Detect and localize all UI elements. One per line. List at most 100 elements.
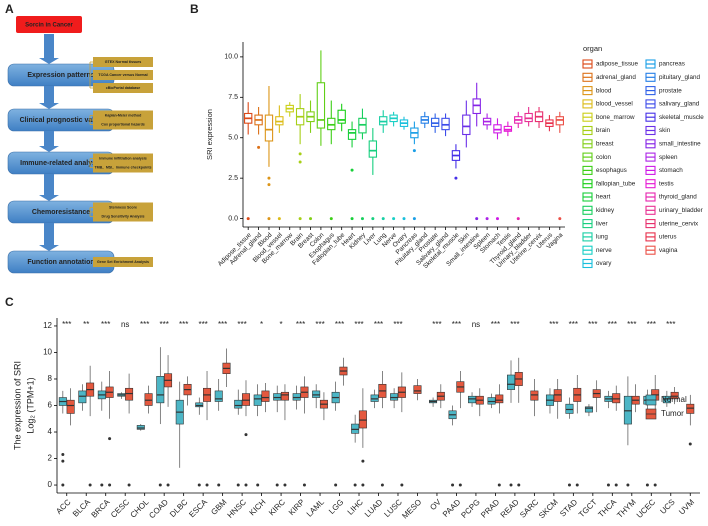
outlier bbox=[626, 483, 630, 487]
x-tick-label: LGG bbox=[327, 498, 345, 516]
x-tick-label: CESC bbox=[109, 497, 131, 519]
significance-label: *** bbox=[569, 320, 578, 329]
box bbox=[462, 114, 471, 136]
x-tick-label: MESO bbox=[400, 498, 423, 521]
y-tick-label: 5.0 bbox=[228, 135, 238, 142]
y-tick-label: 4 bbox=[48, 427, 53, 436]
box bbox=[370, 394, 379, 402]
y-axis-title: The expression of SRI bbox=[12, 361, 22, 450]
x-tick-label: THYM bbox=[615, 497, 638, 520]
x-tick-label: ESCA bbox=[187, 497, 209, 519]
significance-label: ns bbox=[121, 320, 129, 329]
box bbox=[136, 425, 145, 430]
box bbox=[413, 385, 422, 394]
outlier bbox=[267, 183, 271, 187]
outlier bbox=[567, 483, 571, 487]
significance-label: *** bbox=[647, 320, 656, 329]
legend-label: ovary bbox=[596, 260, 612, 267]
significance-label: *** bbox=[510, 320, 519, 329]
outlier bbox=[257, 145, 261, 149]
x-tick-label: STAD bbox=[558, 497, 579, 518]
outlier bbox=[516, 217, 520, 221]
box bbox=[273, 393, 282, 401]
outlier bbox=[402, 217, 406, 221]
outlier bbox=[267, 176, 271, 180]
box bbox=[234, 399, 243, 409]
legend-label: adipose_tissue bbox=[596, 61, 639, 68]
detail-label: Immune infiltration analysis bbox=[99, 156, 147, 160]
outlier bbox=[412, 217, 416, 221]
outlier bbox=[61, 483, 65, 487]
significance-label: *** bbox=[237, 320, 246, 329]
significance-label: ** bbox=[83, 320, 89, 329]
significance-label: *** bbox=[315, 320, 324, 329]
x-tick-label: UVM bbox=[677, 497, 696, 516]
outlier bbox=[108, 483, 112, 487]
significance-label: *** bbox=[159, 320, 168, 329]
outlier bbox=[275, 483, 279, 487]
x-tick-label: UCS bbox=[658, 498, 676, 516]
legend-label: lung bbox=[596, 234, 608, 241]
outlier bbox=[197, 483, 201, 487]
detail-label: Kaplan-Meier method bbox=[105, 113, 142, 117]
significance-label: * bbox=[260, 320, 263, 329]
legend-label: skin bbox=[659, 127, 671, 134]
outlier bbox=[360, 217, 364, 221]
outlier bbox=[244, 433, 248, 437]
x-tick-label: DLBC bbox=[168, 497, 190, 519]
legend-label: testis bbox=[659, 180, 674, 187]
legend-label: blood_vessel bbox=[596, 101, 633, 108]
significance-label: *** bbox=[666, 320, 675, 329]
significance-label: *** bbox=[101, 320, 110, 329]
outlier bbox=[298, 217, 302, 221]
significance-label: *** bbox=[452, 320, 461, 329]
outlier bbox=[236, 483, 240, 487]
significance-label: *** bbox=[198, 320, 207, 329]
y-tick-label: 6 bbox=[48, 401, 53, 410]
outlier bbox=[458, 483, 462, 487]
box bbox=[292, 393, 301, 401]
outlier bbox=[350, 217, 354, 221]
outlier bbox=[614, 483, 618, 487]
x-tick-label: OV bbox=[428, 497, 443, 512]
x-tick-label: SKCM bbox=[537, 497, 560, 520]
panel-label: A bbox=[5, 2, 14, 16]
outlier bbox=[108, 437, 112, 441]
outlier bbox=[100, 483, 104, 487]
significance-label: *** bbox=[393, 320, 402, 329]
outlier bbox=[361, 483, 365, 487]
box bbox=[214, 390, 223, 402]
detail-box bbox=[93, 83, 153, 93]
outlier bbox=[353, 483, 357, 487]
significance-label: *** bbox=[179, 320, 188, 329]
panel-label: C bbox=[5, 295, 14, 309]
significance-label: *** bbox=[627, 320, 636, 329]
y-axis-title: Log₂ (TPM+1) bbox=[25, 377, 35, 433]
box bbox=[468, 395, 477, 404]
box bbox=[78, 390, 87, 404]
significance-label: *** bbox=[335, 320, 344, 329]
detail-box bbox=[93, 70, 153, 80]
box bbox=[612, 393, 621, 404]
x-tick-label: ACC bbox=[54, 497, 72, 515]
box bbox=[316, 82, 326, 129]
y-tick-label: 10 bbox=[43, 348, 52, 357]
outlier bbox=[451, 483, 455, 487]
y-axis-title: SRI expression bbox=[205, 109, 214, 160]
x-tick-label: KICH bbox=[248, 497, 268, 517]
significance-label: * bbox=[280, 320, 283, 329]
significance-label: *** bbox=[491, 320, 500, 329]
box bbox=[312, 390, 321, 398]
flow-arrow bbox=[39, 223, 59, 251]
legend-label: uterus bbox=[659, 234, 677, 241]
outlier bbox=[246, 217, 250, 221]
panel-label: B bbox=[190, 2, 199, 16]
outlier bbox=[61, 459, 65, 463]
y-tick-label: 7.5 bbox=[228, 94, 238, 101]
y-tick-label: 0 bbox=[48, 480, 53, 489]
x-tick-label: LUAD bbox=[363, 497, 385, 519]
box bbox=[347, 129, 357, 140]
legend-label: thyroid_gland bbox=[659, 194, 697, 201]
outlier bbox=[517, 483, 521, 487]
